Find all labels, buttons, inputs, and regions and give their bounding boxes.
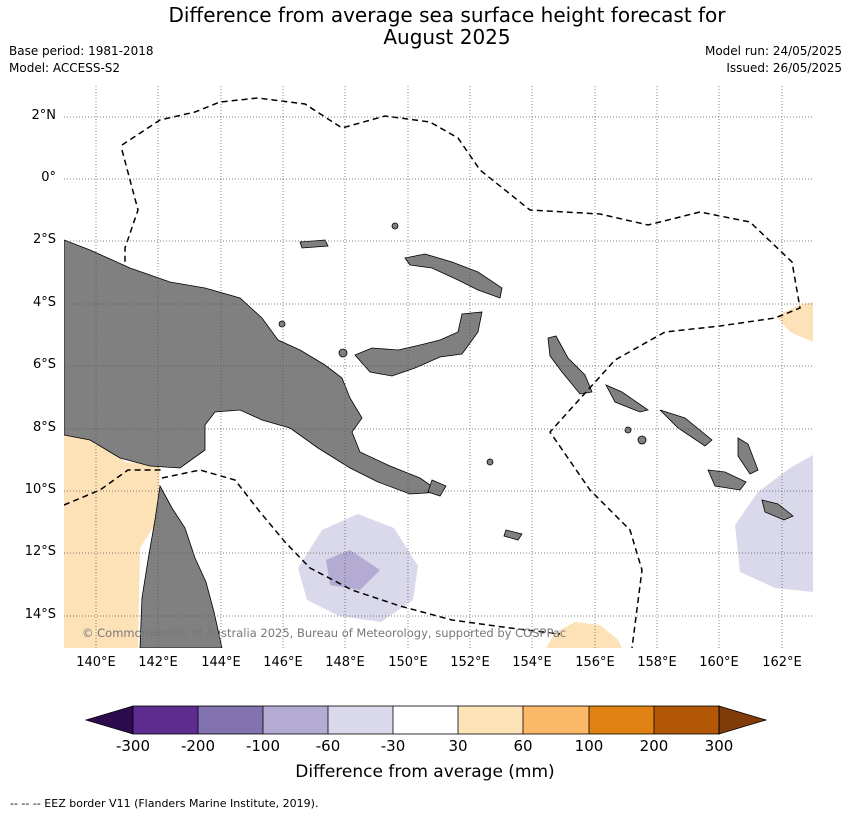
graticule	[64, 86, 813, 648]
eez-png	[121, 97, 801, 648]
colorbar-tick-neg30: -30	[380, 737, 406, 755]
colorbar-tick-30: 30	[448, 737, 468, 755]
land-rossel-island	[503, 529, 523, 541]
anomaly-negative-core	[326, 550, 380, 590]
land-new-britain	[354, 311, 483, 377]
lat-label-6s: 6°S	[32, 357, 56, 372]
copyright-text: © Commonwealth of Australia 2025, Bureau…	[82, 626, 566, 640]
colorbar-tick-neg300: -300	[115, 737, 151, 755]
eez-png-west	[121, 149, 139, 262]
lat-label-4s: 4°S	[32, 295, 56, 310]
land-australia-cape-york	[139, 484, 223, 648]
model-run: Model run: 24/05/2025	[704, 44, 842, 58]
anomaly-positive-northeast	[776, 302, 813, 342]
anomaly-positive-west	[64, 425, 160, 648]
lon-label-146e: 146°E	[263, 655, 303, 670]
eez-footnote: -- -- -- EEZ border V11 (Flanders Marine…	[10, 797, 319, 810]
lon-label-142e: 142°E	[138, 655, 178, 670]
lon-label-144e: 144°E	[201, 655, 241, 670]
lat-label-2s: 2°S	[32, 232, 56, 247]
title-line-1: Difference from average sea surface heig…	[168, 3, 726, 27]
land-makira	[761, 499, 794, 521]
eez-coral-sea	[161, 469, 561, 635]
lon-label-160e: 160°E	[699, 655, 739, 670]
issued-date: Issued: 26/05/2025	[726, 61, 842, 75]
colorbar-title: Difference from average (mm)	[295, 762, 555, 782]
lon-label-158e: 158°E	[637, 655, 677, 670]
lon-label-154e: 154°E	[512, 655, 552, 670]
colorbar-tick-neg60: -60	[315, 737, 341, 755]
colorbar-tick-300: 300	[704, 737, 734, 755]
lat-label-10s: 10°S	[24, 482, 56, 497]
base-period: Base period: 1981-2018	[9, 44, 154, 58]
lat-label-12s: 12°S	[24, 544, 56, 559]
lon-label-156e: 156°E	[575, 655, 615, 670]
lon-label-140e: 140°E	[76, 655, 116, 670]
lon-label-148e: 148°E	[325, 655, 365, 670]
land-solomons-malaita	[737, 437, 759, 475]
lat-label-14s: 14°S	[24, 607, 56, 622]
colorbar-tick-neg100: -100	[245, 737, 281, 755]
land-solomons-guadalcanal	[707, 469, 747, 491]
land-solomons-isabel	[659, 409, 713, 447]
lat-label-2n: 2°N	[31, 108, 57, 123]
lat-label-0: 0°	[41, 170, 56, 185]
colorbar-tick-200: 200	[639, 737, 669, 755]
colorbar-tick-100: 100	[574, 737, 604, 755]
land-new-ireland	[404, 253, 503, 299]
eez-torres-strait	[64, 469, 162, 506]
lat-label-8s: 8°S	[32, 420, 56, 435]
map-title: Difference from average sea surface heig…	[0, 4, 850, 48]
land-bougainville	[547, 335, 593, 395]
land-fergusson-islands	[427, 479, 447, 497]
colorbar-tick-neg200: -200	[180, 737, 216, 755]
eez-borders	[64, 97, 801, 648]
land	[64, 222, 794, 648]
anomaly-positive-south	[546, 622, 622, 648]
colorbar-tick-60: 60	[513, 737, 533, 755]
lon-label-150e: 150°E	[388, 655, 428, 670]
title-line-2: August 2025	[383, 25, 511, 49]
lon-label-162e: 162°E	[762, 655, 802, 670]
model-name: Model: ACCESS-S2	[9, 61, 121, 75]
anomaly-negative-east	[735, 455, 813, 592]
land-solomons-choiseul	[605, 384, 649, 413]
lon-label-152e: 152°E	[450, 655, 490, 670]
map-content	[64, 97, 813, 648]
meta-left: Base period: 1981-2018 Model: ACCESS-S2	[9, 43, 154, 77]
meta-right: Model run: 24/05/2025 Issued: 26/05/2025	[705, 43, 842, 77]
